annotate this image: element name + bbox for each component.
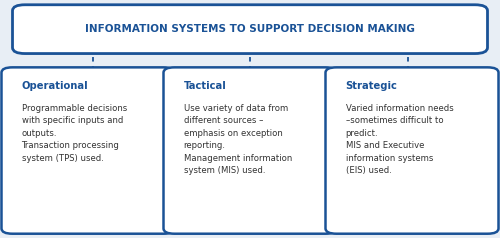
Text: INFORMATION SYSTEMS TO SUPPORT DECISION MAKING: INFORMATION SYSTEMS TO SUPPORT DECISION …: [85, 24, 415, 34]
Text: Strategic: Strategic: [346, 81, 398, 91]
FancyBboxPatch shape: [2, 67, 174, 234]
Text: Use variety of data from
different sources –
emphasis on exception
reporting.
Ma: Use variety of data from different sourc…: [184, 104, 292, 175]
FancyBboxPatch shape: [326, 67, 498, 234]
Text: Operational: Operational: [22, 81, 88, 91]
Text: Varied information needs
–sometimes difficult to
predict.
MIS and Executive
info: Varied information needs –sometimes diff…: [346, 104, 454, 175]
Text: Programmable decisions
with specific inputs and
outputs.
Transaction processing
: Programmable decisions with specific inp…: [22, 104, 127, 163]
FancyBboxPatch shape: [12, 5, 488, 54]
Text: Tactical: Tactical: [184, 81, 226, 91]
FancyBboxPatch shape: [164, 67, 336, 234]
